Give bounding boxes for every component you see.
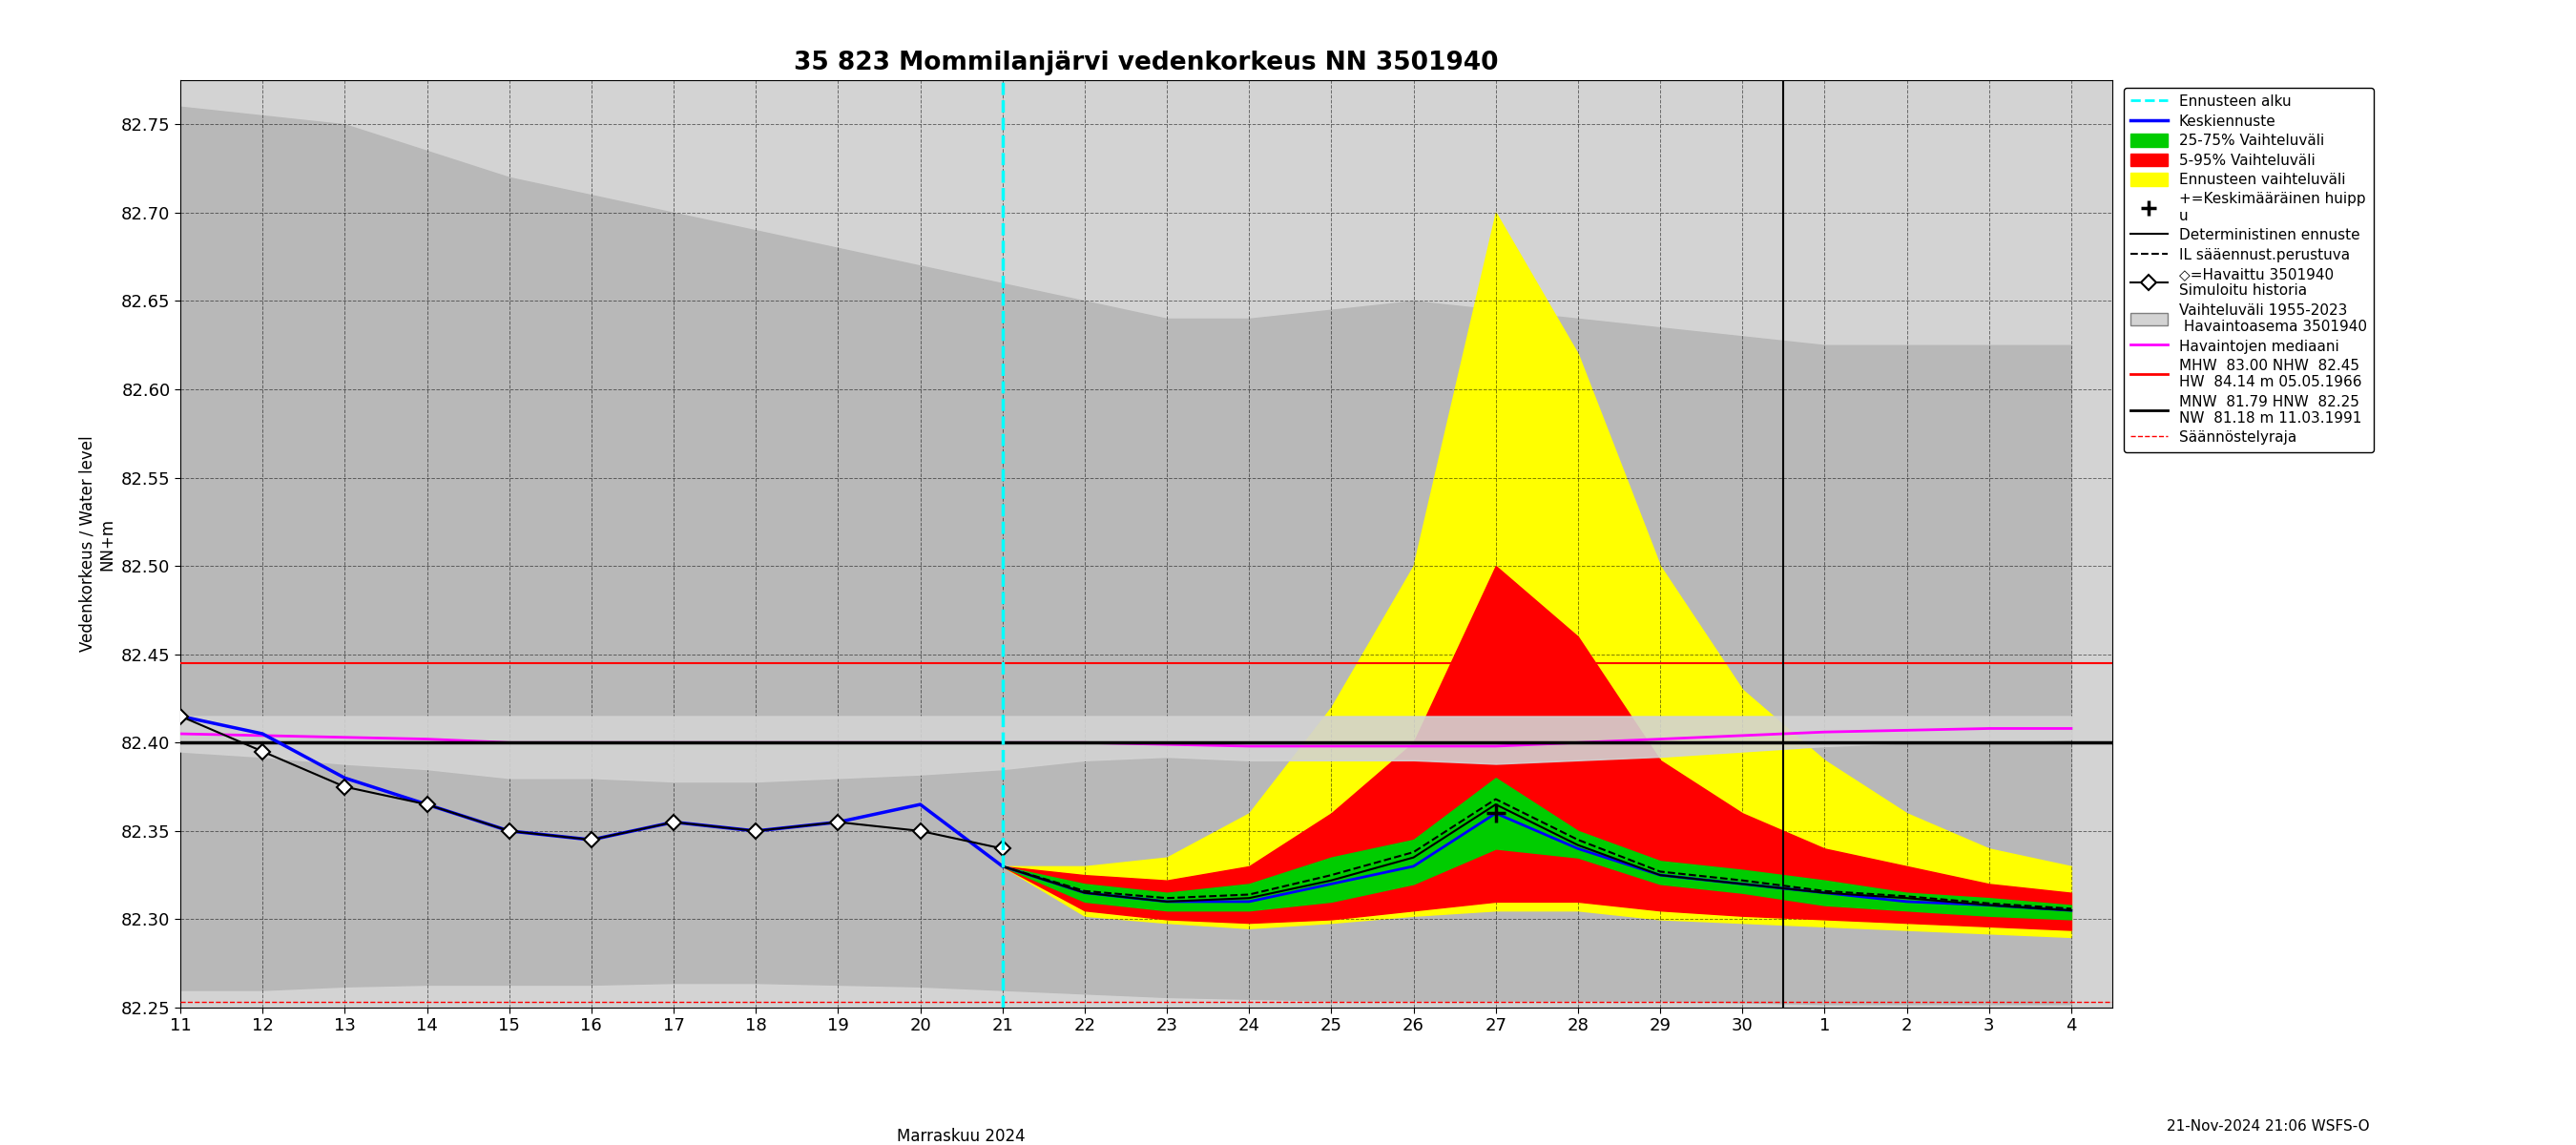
Text: 21-Nov-2024 21:06 WSFS-O: 21-Nov-2024 21:06 WSFS-O xyxy=(2166,1120,2370,1134)
Y-axis label: Vedenkorkeus / Water level
NN+m: Vedenkorkeus / Water level NN+m xyxy=(80,436,116,652)
Legend: Ennusteen alku, Keskiennuste, 25-75% Vaihteluväli, 5-95% Vaihteluväli, Ennusteen: Ennusteen alku, Keskiennuste, 25-75% Vai… xyxy=(2123,87,2375,452)
Title: 35 823 Mommilanjärvi vedenkorkeus NN 3501940: 35 823 Mommilanjärvi vedenkorkeus NN 350… xyxy=(793,50,1499,76)
Text: Marraskuu 2024
November: Marraskuu 2024 November xyxy=(896,1128,1025,1145)
